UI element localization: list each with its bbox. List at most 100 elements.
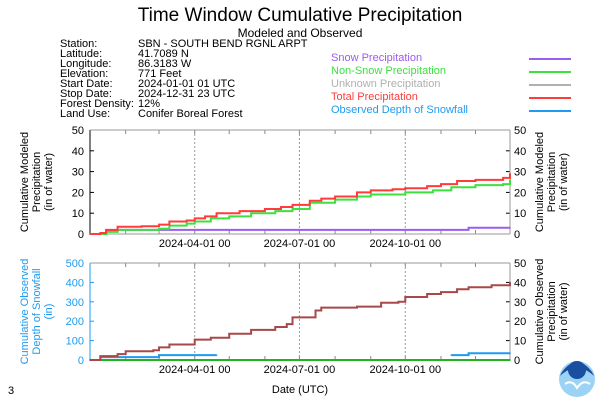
data-point	[320, 306, 323, 309]
data-point	[380, 301, 382, 304]
data-point	[116, 353, 119, 355]
data-point	[440, 291, 442, 293]
data-point	[356, 305, 358, 308]
legend-label: Non-Snow Precipitation	[331, 65, 446, 77]
data-point	[404, 187, 407, 190]
info-value: 2024-12-31 23 UTC	[138, 88, 236, 100]
data-point	[89, 233, 91, 235]
data-point	[308, 199, 311, 202]
info-label: Latitude:	[60, 48, 103, 60]
data-point	[89, 359, 91, 361]
legend-label: Observed Depth of Snowfall	[331, 104, 468, 116]
info-label: Land Use:	[60, 108, 111, 120]
data-point	[404, 296, 407, 298]
legend-item: Observed Depth of Snowfall	[331, 104, 571, 117]
data-point	[320, 197, 323, 200]
legend-item: Snow Precipitation	[331, 52, 571, 65]
info-value: 771 Feet	[138, 68, 182, 80]
info-value: 41.7089 N	[138, 48, 189, 60]
y-axis-label: Cumulative ModeledPrecipitation(in of wa…	[19, 132, 55, 232]
x-tick-label: 2024-10-01 00	[370, 238, 442, 250]
right-y-tick-label: 50	[514, 258, 526, 270]
data-point	[502, 183, 504, 185]
data-point	[462, 229, 464, 231]
data-point	[140, 225, 143, 228]
data-point	[280, 206, 282, 208]
data-point	[158, 223, 160, 226]
right-y-tick-label: 0	[514, 229, 520, 241]
y-tick-label: 200	[66, 316, 84, 328]
data-point	[450, 354, 453, 356]
y-tick-label: 50	[72, 125, 84, 137]
data-point	[502, 177, 504, 179]
info-label: Start Date:	[60, 78, 113, 90]
x-tick-label: 2024-07-01 00	[264, 238, 336, 250]
x-tick-label: 2024-07-01 00	[264, 364, 336, 376]
data-point	[426, 185, 428, 187]
chart-subtitle: Modeled and Observed	[238, 26, 363, 40]
series-line	[90, 352, 510, 361]
data-point	[238, 210, 241, 212]
data-point	[99, 355, 102, 357]
right-y-axis-label-line: Cumulative Modeled	[534, 132, 546, 232]
data-point	[450, 186, 453, 188]
y-tick-label: 30	[72, 167, 84, 179]
right-y-tick-label: 10	[514, 336, 526, 348]
data-point	[369, 193, 372, 196]
data-point	[285, 323, 288, 325]
info-row: Land Use: Conifer Boreal Forest	[60, 108, 308, 120]
y-axis-label-line: Cumulative Observed	[19, 259, 31, 365]
data-point	[228, 333, 231, 335]
data-point	[274, 326, 277, 328]
series-line	[90, 282, 511, 361]
data-point	[432, 189, 434, 192]
data-point	[193, 354, 196, 356]
legend-item: Unknown Precipitation	[331, 78, 571, 91]
chart-title: Time Window Cumulative Precipitation	[138, 5, 463, 26]
data-point	[185, 222, 188, 225]
y-tick-label: 300	[66, 297, 84, 309]
right-y-axis-label: Cumulative ModeledPrecipitation(in of wa…	[534, 132, 570, 232]
info-row: Stop Date: 2024-12-31 23 UTC	[60, 88, 308, 100]
legend-label: Unknown Precipitation	[331, 78, 441, 90]
data-point	[274, 210, 277, 212]
right-y-tick-label: 40	[514, 277, 526, 289]
info-label: Forest Density:	[60, 98, 134, 110]
station-info: Station: SBN - SOUTH BEND RGNL ARPT Latitu…	[60, 38, 308, 120]
info-row: Longitude: 86.3183 W	[60, 59, 308, 70]
right-y-tick-label: 30	[514, 167, 526, 179]
data-point	[158, 354, 160, 356]
series-line	[90, 179, 511, 235]
legend-swatch	[529, 109, 571, 112]
right-y-tick-label: 30	[514, 297, 526, 309]
data-point	[158, 228, 160, 230]
y-tick-label: 400	[66, 277, 84, 289]
legend-item: Total Precipitation	[331, 91, 571, 104]
data-point	[397, 301, 400, 303]
y-tick-label: 100	[66, 336, 84, 348]
data-point	[356, 191, 358, 194]
info-label: Stop Date:	[60, 88, 112, 100]
y-axis-label-line: Depth of Snowfall	[31, 268, 43, 354]
y-tick-label: 500	[66, 258, 84, 270]
data-point	[124, 356, 127, 358]
y-tick-label: 0	[78, 355, 84, 367]
legend-swatch	[529, 57, 571, 60]
y-tick-label: 0	[78, 229, 84, 241]
data-point	[509, 359, 511, 361]
data-point	[467, 352, 470, 355]
right-y-tick-label: 0	[514, 355, 520, 367]
data-point	[210, 217, 212, 220]
data-point	[185, 343, 188, 346]
data-point	[116, 225, 119, 228]
right-y-axis-label-line: (in of water)	[558, 282, 570, 340]
data-point	[152, 349, 155, 352]
data-point	[168, 343, 171, 346]
x-tick-label: 2024-04-01 00	[159, 364, 231, 376]
data-point	[456, 180, 458, 182]
data-point	[215, 212, 218, 214]
legend-swatch	[529, 70, 571, 73]
data-point	[193, 217, 196, 220]
legend-label: Snow Precipitation	[331, 52, 423, 64]
info-label: Station:	[60, 38, 98, 50]
